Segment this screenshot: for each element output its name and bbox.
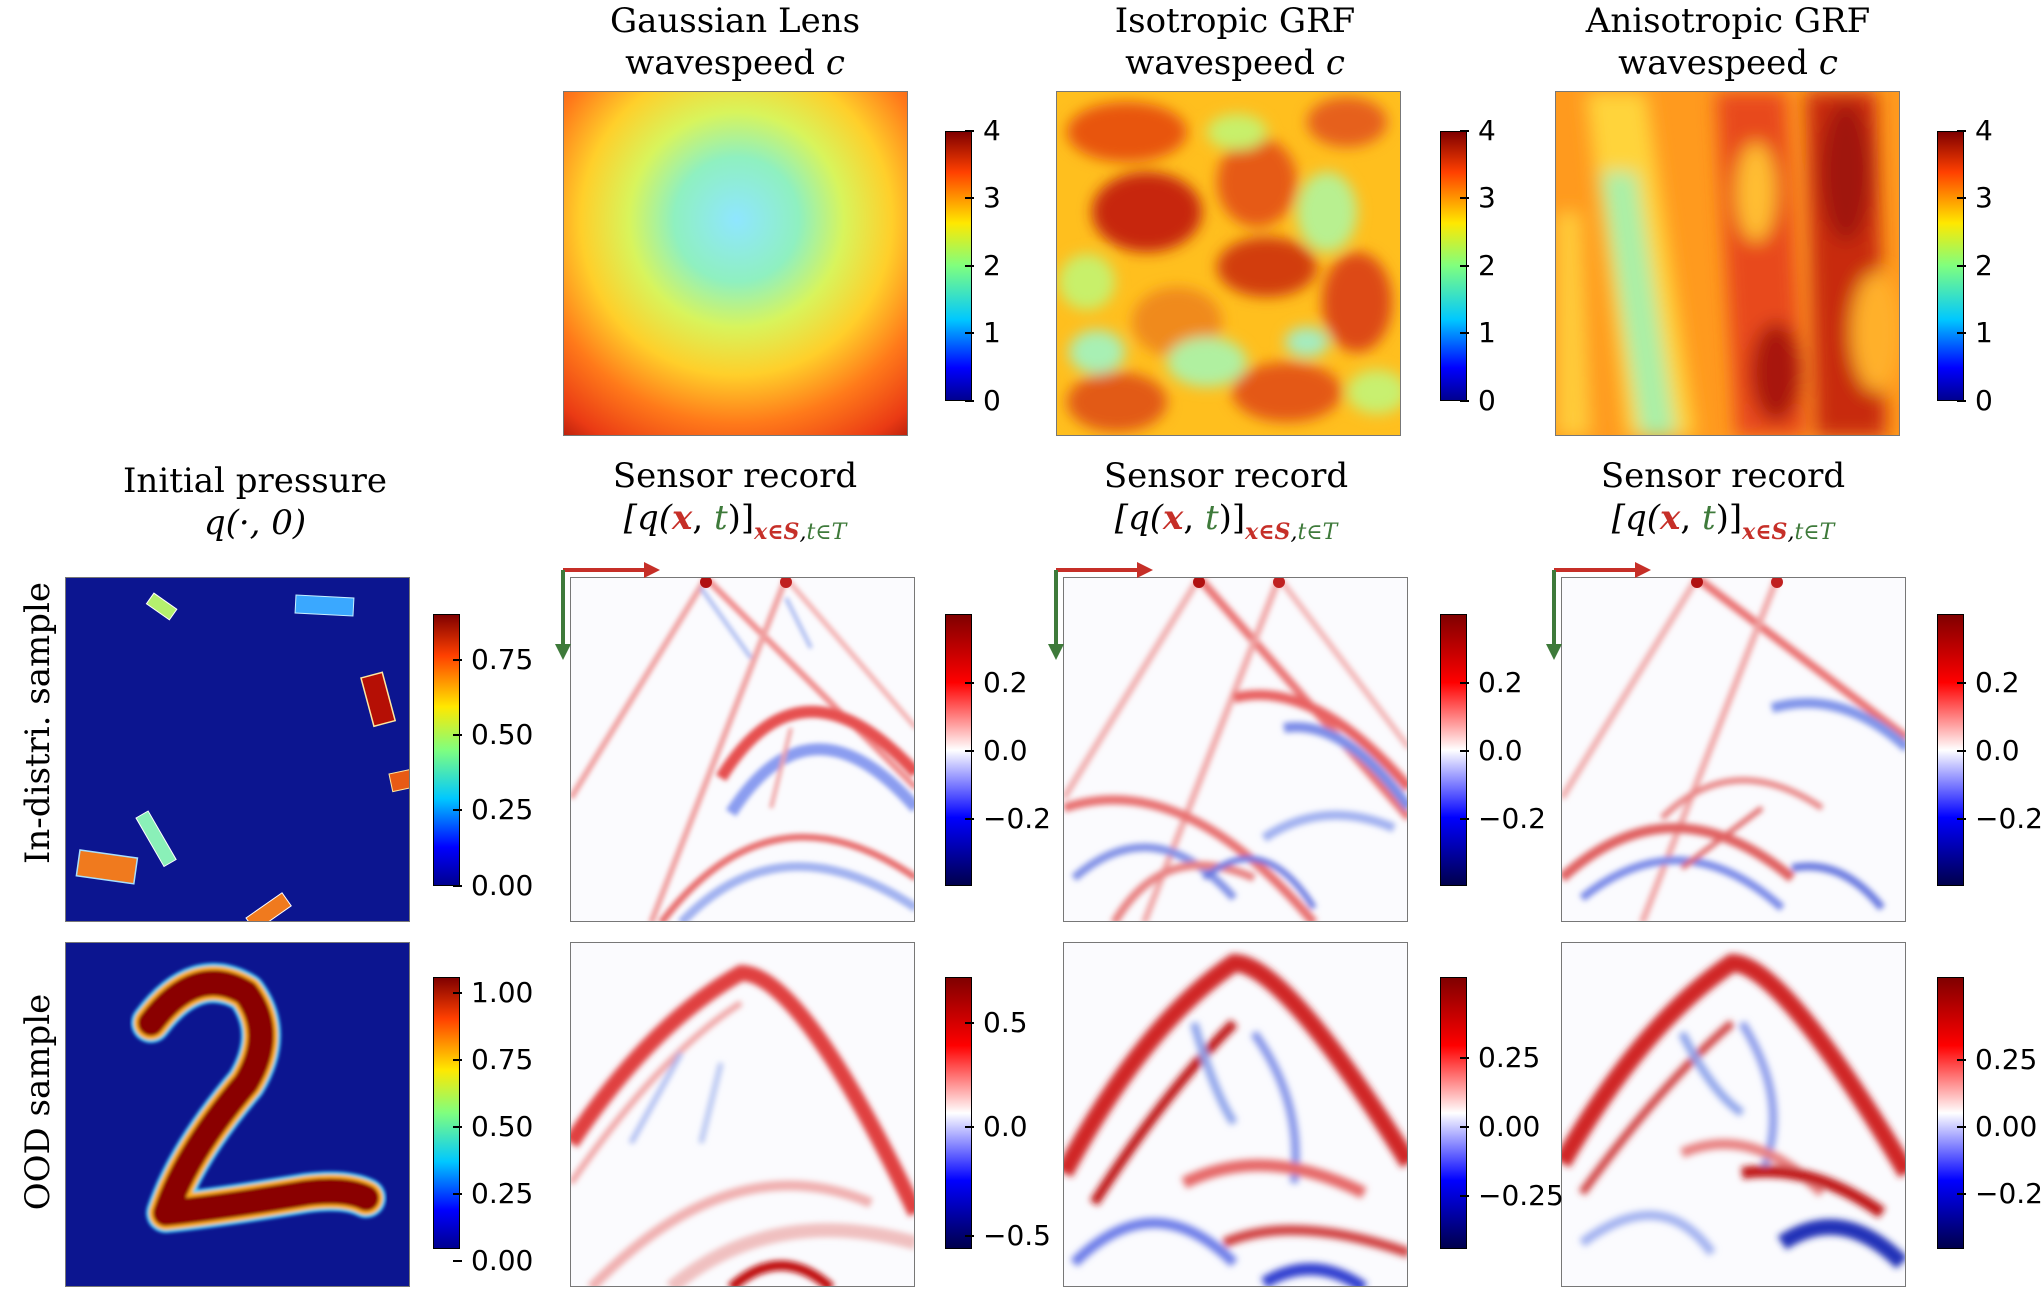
title-sensor-record-gaussian: Sensor record [q(x, t)]x∈S,t∈T xyxy=(555,455,915,554)
title-iso-line2: wavespeed c xyxy=(1125,43,1345,83)
tick-sg3-neg: −0.5 xyxy=(965,1219,1051,1252)
tick-sg2-neg: −0.2 xyxy=(965,802,1051,835)
title-initial-line2: q(·, 0) xyxy=(203,503,307,543)
tick-si2-neg: −0.2 xyxy=(1460,802,1546,835)
title-initial-line1: Initial pressure xyxy=(123,461,387,501)
tick-iso-0: 0 xyxy=(1460,384,1496,417)
tick-aniso-3: 3 xyxy=(1957,181,1993,214)
tick-sa3-neg: −0.25 xyxy=(1957,1180,2043,1208)
title-sensor-record-isotropic: Sensor record [q(x, t)]x∈S,t∈T xyxy=(1046,455,1406,554)
title-anisotropic-grf: Anisotropic GRF wavespeed c xyxy=(1448,0,2008,84)
tick-gaussian-3: 3 xyxy=(965,181,1001,214)
tick-sg2-zero: 0.0 xyxy=(965,734,1028,767)
tick-sg2-pos: 0.2 xyxy=(965,666,1028,699)
tick-initial-025: 0.25 xyxy=(452,793,534,826)
sensor-title-formula: [q(x, t)]x∈S,t∈T xyxy=(1611,498,1835,545)
sensor-isotropic-ood xyxy=(1063,942,1408,1287)
tick-sa2-zero: 0.0 xyxy=(1957,734,2020,767)
title-gaussian-line2: wavespeed c xyxy=(625,43,845,83)
colorbar-sensor-isotropic-ood xyxy=(1440,977,1467,1249)
sensor-anisotropic-in-distri xyxy=(1561,577,1906,922)
tick-gaussian-2: 2 xyxy=(965,249,1001,282)
tick-gaussian-1: 1 xyxy=(965,316,1001,349)
title-aniso-line1: Anisotropic GRF xyxy=(1585,1,1871,41)
row-label-ood: OOD sample xyxy=(18,993,58,1211)
sensor-anisotropic-ood xyxy=(1561,942,1906,1287)
wavespeed-gaussian-lens xyxy=(563,91,908,436)
sensor-gaussian-in-distri xyxy=(570,577,915,922)
title-iso-line1: Isotropic GRF xyxy=(1114,1,1356,41)
tick-sa2-neg: −0.2 xyxy=(1957,802,2043,835)
tick-sa3-zero: 0.00 xyxy=(1956,1110,2038,1143)
tick-si3-pos: 0.25 xyxy=(1459,1041,1541,1074)
tick-aniso-4: 4 xyxy=(1957,114,1993,147)
tick-aniso-2: 2 xyxy=(1957,249,1993,282)
tick-si3-zero: 0.00 xyxy=(1459,1110,1541,1143)
tick-initial-ood-000: 0.00 xyxy=(452,1244,534,1277)
title-aniso-line2: wavespeed c xyxy=(1618,43,1838,83)
axis-arrows-gaussian xyxy=(555,562,660,660)
initial-pressure-ood xyxy=(65,942,410,1287)
title-sensor-record-anisotropic: Sensor record [q(x, t)]x∈S,t∈T xyxy=(1543,455,1903,554)
colorbar-sensor-gaussian-ood xyxy=(945,977,972,1249)
tick-sa2-pos: 0.2 xyxy=(1957,666,2020,699)
sensor-title-line1: Sensor record xyxy=(1600,456,1846,496)
tick-initial-ood-050: 0.50 xyxy=(452,1110,534,1143)
tick-si3-neg: −0.25 xyxy=(1460,1179,1564,1212)
tick-initial-075: 0.75 xyxy=(452,643,534,676)
tick-initial-ood-025: 0.25 xyxy=(452,1177,534,1210)
tick-iso-4: 4 xyxy=(1460,114,1496,147)
initial-pressure-in-distri xyxy=(65,577,410,922)
colorbar-initial-ood xyxy=(433,977,460,1249)
tick-sg3-zero: 0.0 xyxy=(965,1110,1028,1143)
axis-arrows-isotropic xyxy=(1048,562,1153,660)
tick-initial-ood-100: 1.00 xyxy=(452,976,534,1009)
tick-aniso-1: 1 xyxy=(1957,316,1993,349)
tick-initial-ood-075: 0.75 xyxy=(452,1043,534,1076)
sensor-isotropic-in-distri xyxy=(1063,577,1408,922)
tick-sa3-pos: 0.25 xyxy=(1956,1043,2038,1076)
sensor-title-formula: [q(x, t)]x∈S,t∈T xyxy=(623,498,847,545)
title-isotropic-grf: Isotropic GRF wavespeed c xyxy=(955,0,1515,84)
tick-si2-pos: 0.2 xyxy=(1460,666,1523,699)
sensor-gaussian-ood xyxy=(570,942,915,1287)
tick-sg3-pos: 0.5 xyxy=(965,1006,1028,1039)
tick-iso-2: 2 xyxy=(1460,249,1496,282)
sensor-title-formula: [q(x, t)]x∈S,t∈T xyxy=(1114,498,1338,545)
sensor-title-line1: Sensor record xyxy=(1103,456,1349,496)
colorbar-initial-in-distri xyxy=(433,614,460,886)
tick-initial-000: 0.00 xyxy=(452,869,534,902)
row-label-in-distri: In-distri. sample xyxy=(18,581,58,865)
tick-iso-3: 3 xyxy=(1460,181,1496,214)
axis-arrows-anisotropic xyxy=(1546,562,1651,660)
sensor-title-line1: Sensor record xyxy=(612,456,858,496)
tick-aniso-0: 0 xyxy=(1957,384,1993,417)
wavespeed-isotropic-grf xyxy=(1056,91,1401,436)
wavespeed-anisotropic-grf xyxy=(1555,91,1900,436)
tick-gaussian-0: 0 xyxy=(965,384,1001,417)
title-gaussian-lens: Gaussian Lens wavespeed c xyxy=(455,0,1015,84)
tick-gaussian-4: 4 xyxy=(965,114,1001,147)
colorbar-sensor-anisotropic-ood xyxy=(1937,977,1964,1249)
tick-iso-1: 1 xyxy=(1460,316,1496,349)
tick-si2-zero: 0.0 xyxy=(1460,734,1523,767)
title-gaussian-line1: Gaussian Lens xyxy=(609,1,861,41)
tick-initial-050: 0.50 xyxy=(452,718,534,751)
title-initial-pressure: Initial pressure q(·, 0) xyxy=(90,460,420,544)
